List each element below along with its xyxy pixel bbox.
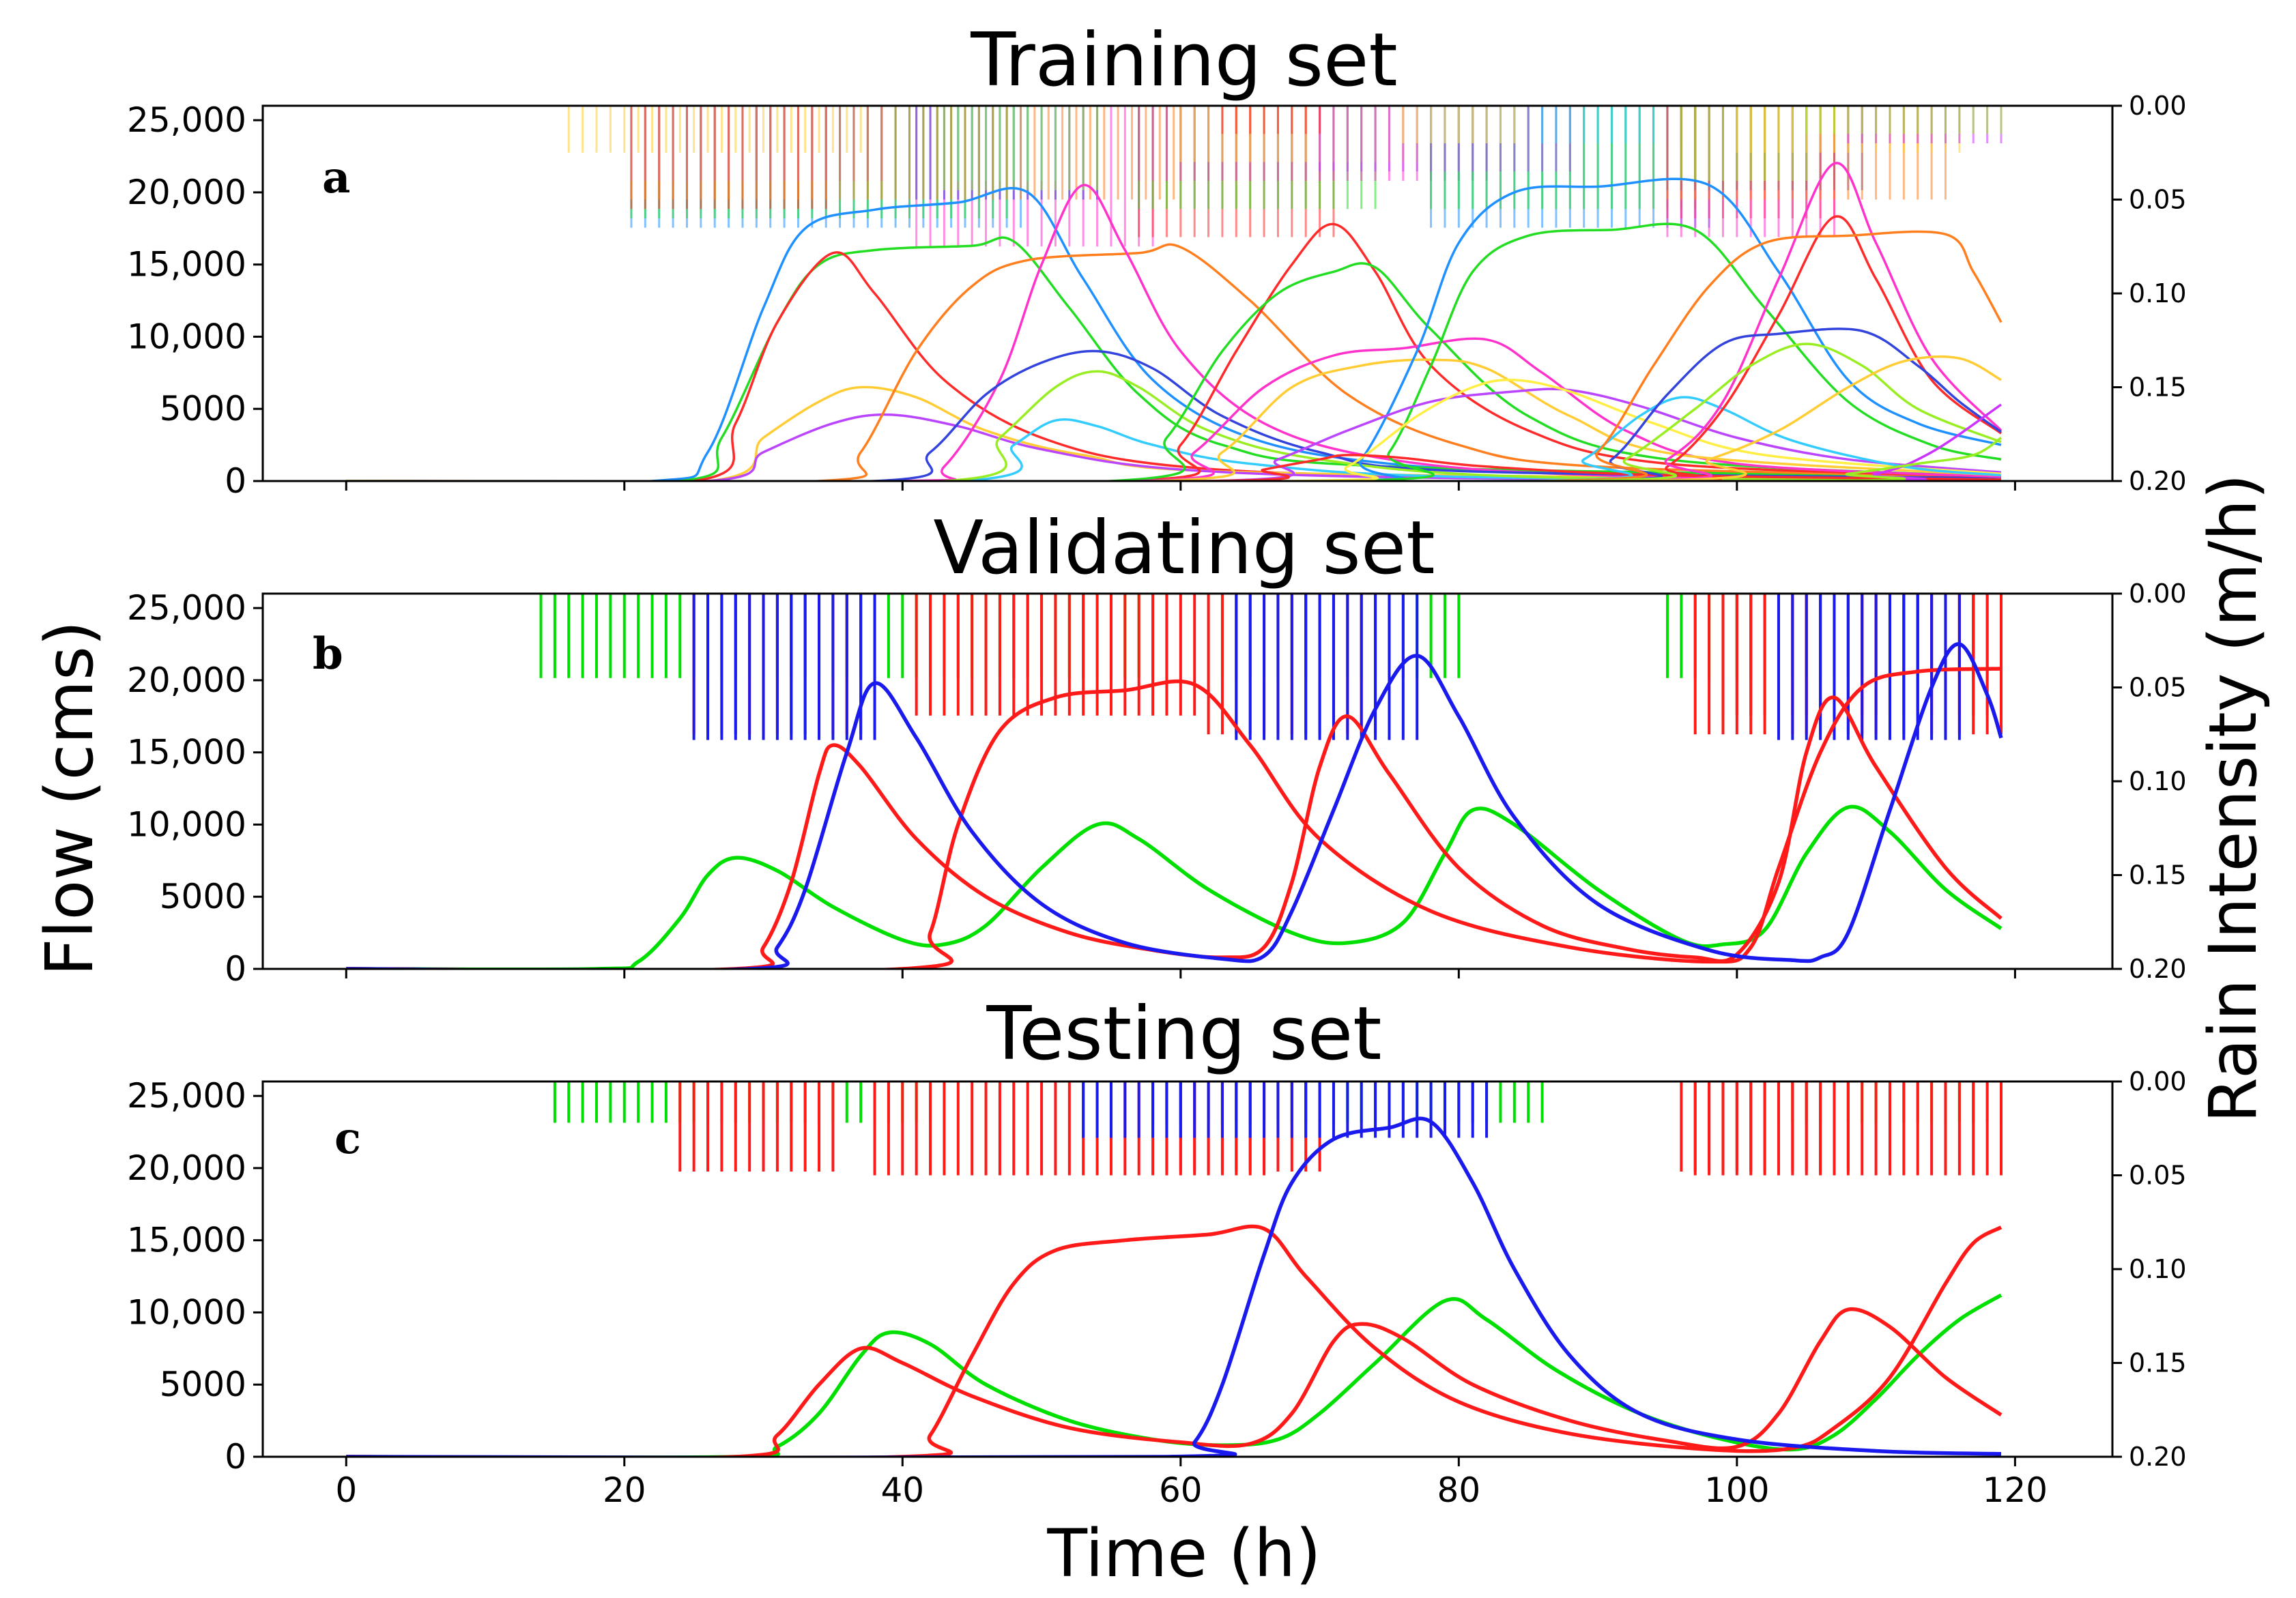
- y2-tick-label: 0.05: [2129, 185, 2187, 215]
- y-tick-label: 25,000: [127, 588, 246, 628]
- y2-tick-label: 0.20: [2129, 954, 2187, 984]
- flow-series-line: [346, 230, 2003, 481]
- flow-series-line: [346, 215, 2003, 481]
- flow-series-line: [346, 337, 2002, 481]
- flow-series-line: [346, 177, 2002, 481]
- flow-series-line: [346, 355, 2002, 481]
- flow-series-line: [346, 162, 2003, 481]
- y2-tick-label: 0.15: [2129, 860, 2187, 890]
- flow-series-line: [346, 1307, 2003, 1457]
- x-tick-label: 60: [1159, 1470, 1203, 1510]
- x-tick-label: 40: [880, 1470, 924, 1510]
- plot-area: [346, 106, 2003, 481]
- flow-series-line: [346, 695, 2003, 969]
- panel-letter: b: [313, 628, 343, 680]
- flow-series-line: [346, 642, 2003, 969]
- y-tick-label: 20,000: [127, 1148, 246, 1188]
- y2-tick-label: 0.10: [2129, 1254, 2187, 1284]
- panel-title: Testing set: [986, 991, 1381, 1077]
- y-tick-label: 25,000: [127, 1076, 246, 1116]
- y-axis-label: Flow (cms): [31, 621, 108, 976]
- x-tick-label: 80: [1437, 1470, 1481, 1510]
- rain-bars-layer: [539, 594, 2003, 740]
- x-tick-label: 0: [335, 1470, 357, 1510]
- y2-tick-label: 0.00: [2129, 579, 2187, 609]
- y2-tick-label: 0.20: [2129, 1442, 2187, 1472]
- flow-series-line: [346, 396, 2002, 481]
- panel-testing: Testing set 0 20 40 60 80 100 120 0 5000 10,000 15…: [127, 991, 2187, 1510]
- panel-letter: c: [334, 1113, 361, 1164]
- flow-series-line: [346, 378, 2002, 481]
- tick-layer: 0 20 40 60 80 100 120 0 5000 10,000 15,000 20,000 25…: [127, 1066, 2187, 1510]
- y-tick-label: 10,000: [127, 1292, 246, 1332]
- flow-series-line: [346, 804, 2003, 969]
- y-tick-label: 0: [225, 949, 246, 989]
- y-tick-label: 15,000: [127, 245, 246, 285]
- y-tick-label: 20,000: [127, 173, 246, 212]
- tick-layer: 0 5000 10,000 15,000 20,000 25,000 0.00 0.05 0.1…: [127, 91, 2187, 501]
- y-tick-label: 5000: [160, 389, 246, 428]
- x-tick-label: 20: [603, 1470, 646, 1510]
- flow-series-line: [346, 667, 2002, 969]
- x-tick-label: 100: [1704, 1470, 1769, 1510]
- y2-tick-label: 0.00: [2129, 91, 2187, 121]
- y-tick-label: 5000: [160, 877, 246, 916]
- panel-title: Training set: [970, 18, 1398, 103]
- flow-series-line: [346, 328, 2003, 481]
- rain-bars-layer: [553, 1081, 2003, 1176]
- y-tick-label: 15,000: [127, 1221, 246, 1260]
- y2-tick-label: 0.20: [2129, 466, 2187, 496]
- panel-validating: Validating set 0 5000 10,000 15,000 20,000 25…: [127, 506, 2187, 989]
- y-tick-label: 20,000: [127, 660, 246, 700]
- y-tick-label: 10,000: [127, 317, 246, 356]
- y2-tick-label: 0.10: [2129, 766, 2187, 796]
- y-tick-label: 5000: [160, 1365, 246, 1404]
- y2-axis-label: Rain Intensity (m/h): [2195, 474, 2271, 1122]
- x-tick-label: 120: [1983, 1470, 2048, 1510]
- flow-series-line: [346, 349, 2002, 481]
- panel-letter: a: [322, 152, 350, 203]
- y2-tick-label: 0.00: [2129, 1066, 2187, 1096]
- y-tick-label: 25,000: [127, 100, 246, 140]
- y2-tick-label: 0.15: [2129, 373, 2187, 403]
- flow-series-line: [346, 222, 2002, 481]
- panel-training: Training set 0 5000 10,000 15,000 20,000 25,0…: [127, 18, 2187, 501]
- flow-series-line: [346, 222, 2002, 481]
- flow-series-line: [346, 343, 2002, 481]
- flow-series-line: [346, 358, 2002, 481]
- flow-series-line: [346, 243, 2002, 481]
- y-tick-label: 0: [225, 461, 246, 501]
- flow-series-line: [346, 1224, 2003, 1457]
- y2-tick-label: 0.05: [2129, 1161, 2187, 1191]
- flow-series-line: [346, 454, 2002, 481]
- flow-series-layer: [346, 642, 2003, 969]
- y2-tick-label: 0.15: [2129, 1348, 2187, 1378]
- y-tick-label: 0: [225, 1437, 246, 1477]
- x-axis-label: Time (h): [1046, 1515, 1321, 1592]
- flow-series-line: [346, 388, 2002, 481]
- panel-title: Validating set: [933, 506, 1435, 591]
- plot-area: [346, 594, 2003, 969]
- y2-tick-label: 0.10: [2129, 278, 2187, 308]
- y2-tick-label: 0.05: [2129, 673, 2187, 703]
- y-tick-label: 15,000: [127, 733, 246, 772]
- tick-layer: 0 5000 10,000 15,000 20,000 25,000 0.00 0.05 0.1…: [127, 579, 2187, 989]
- flow-series-line: [346, 370, 2002, 481]
- flow-series-line: [346, 437, 2003, 481]
- flow-series-line: [346, 262, 2002, 481]
- y-tick-label: 10,000: [127, 804, 246, 844]
